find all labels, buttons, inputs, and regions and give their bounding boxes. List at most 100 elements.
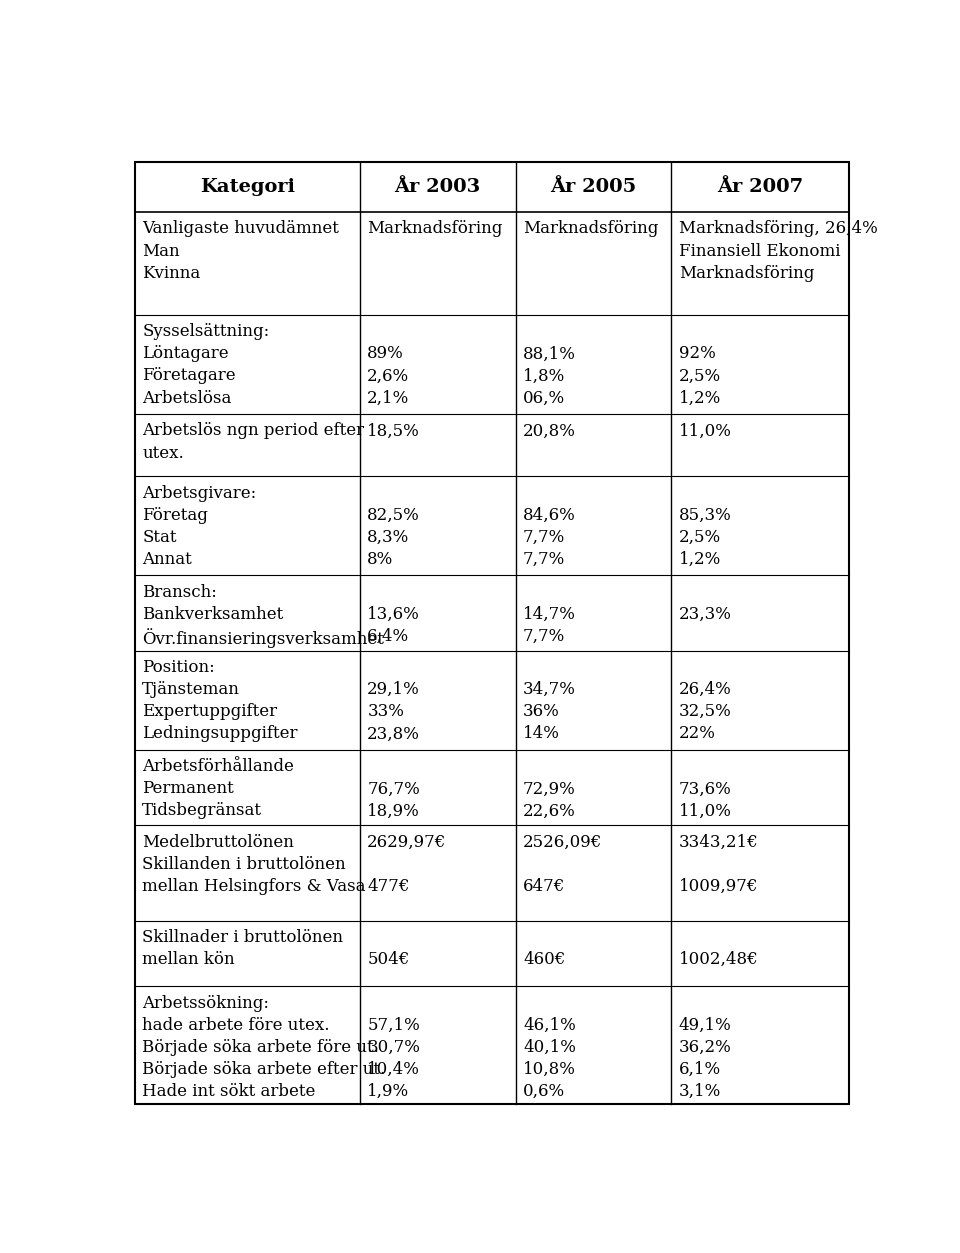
Text: 10,4%: 10,4% [368, 1061, 420, 1078]
Text: 57,1%: 57,1% [368, 1017, 420, 1034]
Text: 46,1%: 46,1% [523, 1017, 576, 1034]
Text: 10,8%: 10,8% [523, 1061, 576, 1078]
Text: Vanligaste huvudämnet: Vanligaste huvudämnet [142, 221, 339, 238]
Text: 7,7%: 7,7% [523, 529, 565, 546]
Text: Medelbruttolönen: Medelbruttolönen [142, 833, 294, 851]
Text: 1002,48€: 1002,48€ [679, 951, 758, 969]
Text: Marknadsföring: Marknadsföring [523, 221, 659, 238]
Text: 8%: 8% [368, 551, 394, 568]
Text: 2,1%: 2,1% [368, 390, 410, 406]
Text: 2629,97€: 2629,97€ [368, 833, 446, 851]
Text: Arbetslösa: Arbetslösa [142, 390, 231, 406]
Text: 7,7%: 7,7% [523, 628, 565, 645]
Text: Sysselsättning:: Sysselsättning: [142, 323, 270, 341]
Text: 22,6%: 22,6% [523, 802, 576, 819]
Text: 460€: 460€ [523, 951, 565, 969]
Text: 3343,21€: 3343,21€ [679, 833, 758, 851]
Text: 1,9%: 1,9% [368, 1084, 409, 1100]
Text: 6,4%: 6,4% [368, 628, 409, 645]
Text: 20,8%: 20,8% [523, 422, 576, 440]
Text: 23,3%: 23,3% [679, 606, 732, 623]
Text: 1009,97€: 1009,97€ [679, 878, 758, 895]
Text: utex.: utex. [142, 445, 184, 461]
Text: 1,2%: 1,2% [679, 551, 721, 568]
Text: Började söka arbete före ut.: Började söka arbete före ut. [142, 1039, 379, 1056]
Text: 8,3%: 8,3% [368, 529, 410, 546]
Text: Arbetslös ngn period efter: Arbetslös ngn period efter [142, 422, 365, 440]
Text: mellan Helsingfors & Vasa: mellan Helsingfors & Vasa [142, 878, 366, 895]
Text: 0,6%: 0,6% [523, 1084, 565, 1100]
Text: Arbetssökning:: Arbetssökning: [142, 995, 270, 1012]
Text: 34,7%: 34,7% [523, 682, 576, 698]
Text: 29,1%: 29,1% [368, 682, 420, 698]
Text: Position:: Position: [142, 659, 215, 677]
Text: Började söka arbete efter ut.: Började söka arbete efter ut. [142, 1061, 386, 1078]
Text: 88,1%: 88,1% [523, 346, 576, 362]
Text: Permanent: Permanent [142, 781, 234, 797]
Text: 49,1%: 49,1% [679, 1017, 732, 1034]
Text: Hade int sökt arbete: Hade int sökt arbete [142, 1084, 316, 1100]
Text: Marknadsföring: Marknadsföring [679, 264, 814, 282]
Text: Arbetsgivare:: Arbetsgivare: [142, 485, 256, 501]
Text: 92%: 92% [679, 346, 715, 362]
Text: Företagare: Företagare [142, 367, 236, 385]
Text: 22%: 22% [679, 725, 715, 742]
Text: Marknadsföring, 26,4%: Marknadsföring, 26,4% [679, 221, 877, 238]
Text: 36%: 36% [523, 703, 560, 720]
Text: 477€: 477€ [368, 878, 410, 895]
Text: 14%: 14% [523, 725, 560, 742]
Text: Kategori: Kategori [200, 178, 295, 195]
Text: mellan kön: mellan kön [142, 951, 235, 969]
Text: 1,8%: 1,8% [523, 367, 565, 385]
Text: 73,6%: 73,6% [679, 781, 732, 797]
Text: 33%: 33% [368, 703, 404, 720]
Text: 18,9%: 18,9% [368, 802, 420, 819]
Text: Skillnader i bruttolönen: Skillnader i bruttolönen [142, 930, 344, 946]
Text: 7,7%: 7,7% [523, 551, 565, 568]
Text: 2,5%: 2,5% [679, 367, 721, 385]
Text: 2,6%: 2,6% [368, 367, 409, 385]
Text: Bransch:: Bransch: [142, 584, 217, 600]
Text: År 2005: År 2005 [550, 178, 636, 195]
Text: Skillanden i bruttolönen: Skillanden i bruttolönen [142, 856, 346, 872]
Text: 85,3%: 85,3% [679, 506, 732, 524]
Text: Stat: Stat [142, 529, 177, 546]
Text: 84,6%: 84,6% [523, 506, 576, 524]
Text: 11,0%: 11,0% [679, 422, 732, 440]
Text: Löntagare: Löntagare [142, 346, 228, 362]
Text: Ledningsuppgifter: Ledningsuppgifter [142, 725, 298, 742]
Text: 647€: 647€ [523, 878, 565, 895]
Text: Finansiell Ekonomi: Finansiell Ekonomi [679, 243, 840, 259]
Text: År 2003: År 2003 [395, 178, 481, 195]
Text: 30,7%: 30,7% [368, 1039, 420, 1056]
Text: 18,5%: 18,5% [368, 422, 420, 440]
Text: 72,9%: 72,9% [523, 781, 576, 797]
Text: 2,5%: 2,5% [679, 529, 721, 546]
Text: Expertuppgifter: Expertuppgifter [142, 703, 277, 720]
Text: hade arbete före utex.: hade arbete före utex. [142, 1017, 330, 1034]
Text: 11,0%: 11,0% [679, 802, 732, 819]
Text: 76,7%: 76,7% [368, 781, 420, 797]
Text: Annat: Annat [142, 551, 192, 568]
Text: Bankverksamhet: Bankverksamhet [142, 606, 283, 623]
Text: 13,6%: 13,6% [368, 606, 420, 623]
Text: Tidsbegränsat: Tidsbegränsat [142, 802, 262, 819]
Text: 82,5%: 82,5% [368, 506, 420, 524]
Text: 32,5%: 32,5% [679, 703, 732, 720]
Text: Övr.finansieringsverksamhet: Övr.finansieringsverksamhet [142, 628, 384, 648]
Text: 23,8%: 23,8% [368, 725, 420, 742]
Text: 40,1%: 40,1% [523, 1039, 576, 1056]
Text: 36,2%: 36,2% [679, 1039, 732, 1056]
Text: 3,1%: 3,1% [679, 1084, 721, 1100]
Text: Företag: Företag [142, 506, 208, 524]
Text: Marknadsföring: Marknadsföring [368, 221, 503, 238]
Text: 06,%: 06,% [523, 390, 565, 406]
Text: Kvinna: Kvinna [142, 264, 201, 282]
Text: 2526,09€: 2526,09€ [523, 833, 602, 851]
Text: 1,2%: 1,2% [679, 390, 721, 406]
Text: 14,7%: 14,7% [523, 606, 576, 623]
Text: Tjänsteman: Tjänsteman [142, 682, 240, 698]
Text: 504€: 504€ [368, 951, 410, 969]
Text: 6,1%: 6,1% [679, 1061, 721, 1078]
Text: Man: Man [142, 243, 180, 259]
